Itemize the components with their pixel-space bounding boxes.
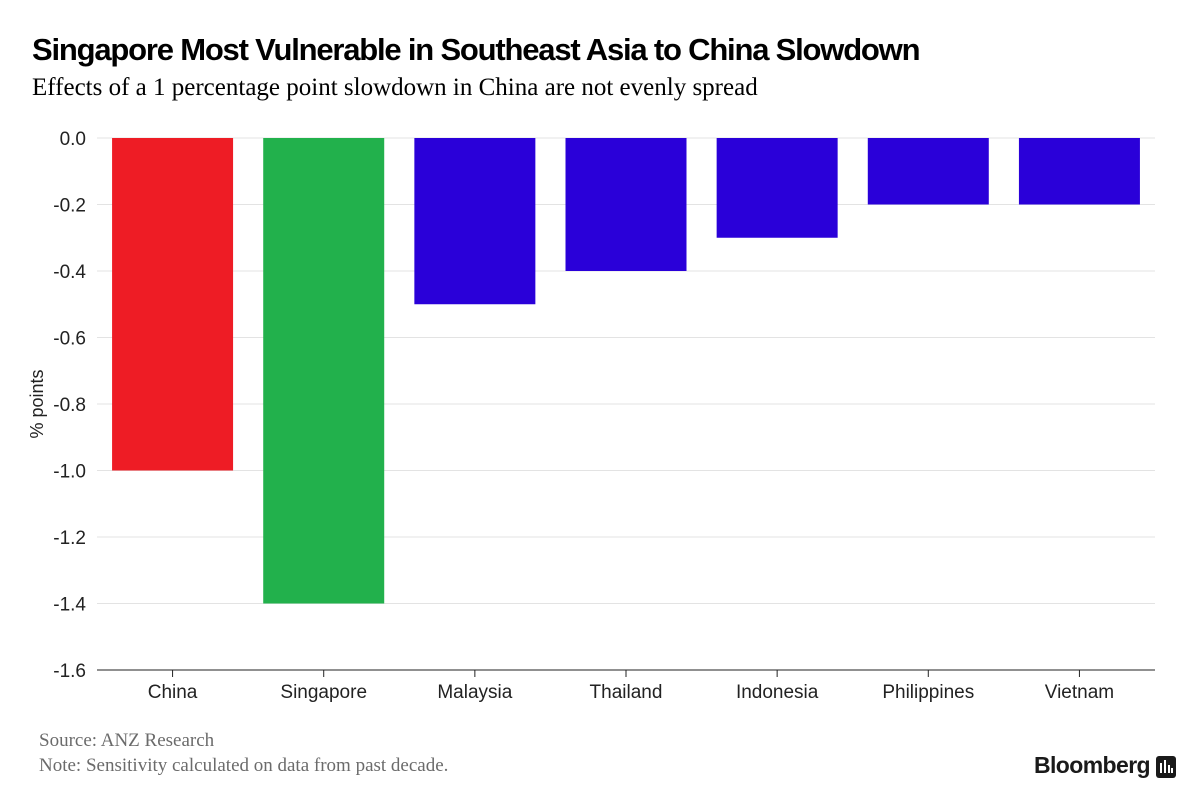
x-tick-label: Thailand (590, 682, 663, 703)
source-note: Source: ANZ Research (39, 730, 215, 751)
bloomberg-logo-icon (1156, 756, 1176, 778)
bar-vietnam (1018, 138, 1140, 205)
chart-subtitle: Effects of a 1 percentage point slowdown… (32, 74, 758, 101)
x-tick-label: Malaysia (437, 682, 512, 703)
y-tick-label: -0.8 (53, 395, 86, 416)
bar-malaysia (414, 138, 536, 305)
y-axis-title: % points (27, 369, 47, 438)
y-tick-label: -1.6 (53, 661, 86, 682)
x-tick-label: Singapore (280, 682, 367, 703)
y-tick-label: -1.0 (53, 462, 86, 483)
bar-indonesia (716, 138, 838, 238)
x-tick-label: Vietnam (1045, 682, 1114, 703)
axes: 0.0 -0.2 -0.4 -0.6 -0.8 -1.0 -1.2 -1.4 -1.6 China… (53, 129, 1155, 703)
chart-title: Singapore Most Vulnerable in Southeast A… (32, 32, 921, 67)
y-tick-label: -0.6 (53, 329, 86, 350)
x-tick-label: China (148, 682, 198, 703)
bar-singapore (263, 138, 385, 604)
y-tick-label: -1.2 (53, 528, 86, 549)
x-tick-label: Philippines (882, 682, 974, 703)
y-tick-label: -1.4 (53, 595, 86, 616)
bar-china (112, 138, 234, 471)
brand-wordmark: Bloomberg (1034, 752, 1151, 778)
bars (112, 138, 1140, 604)
bar-thailand (565, 138, 687, 271)
y-tick-label: -0.2 (53, 196, 86, 217)
footnote: Note: Sensitivity calculated on data fro… (39, 755, 449, 776)
y-tick-label: -0.4 (53, 262, 86, 283)
y-tick-label: 0.0 (60, 129, 86, 150)
bar-philippines (867, 138, 989, 205)
x-tick-label: Indonesia (736, 682, 819, 703)
